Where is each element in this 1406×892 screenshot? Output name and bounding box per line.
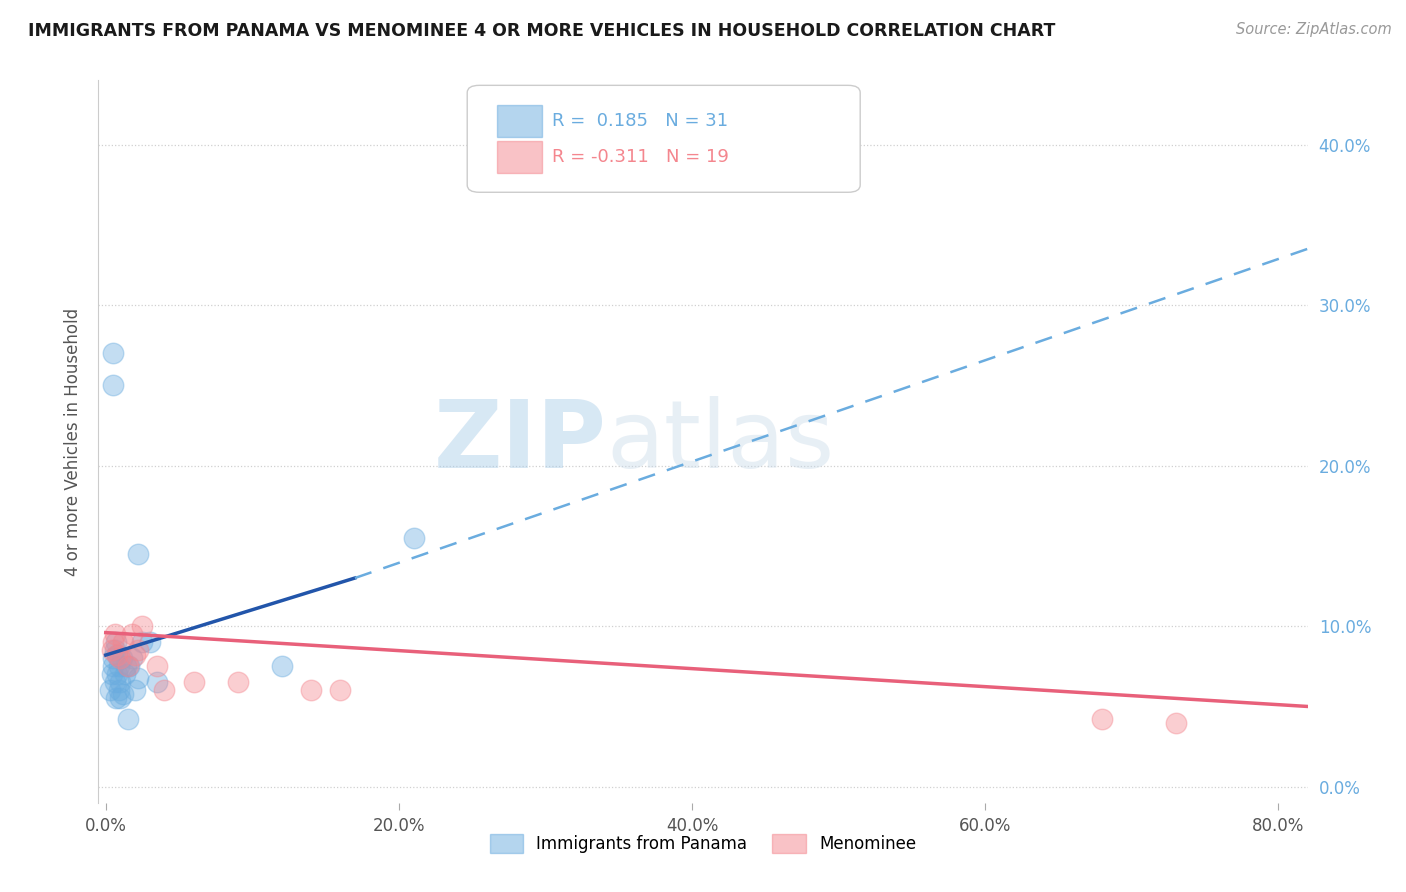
Text: R = -0.311   N = 19: R = -0.311 N = 19 bbox=[551, 148, 728, 166]
Point bbox=[299, 683, 322, 698]
Point bbox=[127, 671, 149, 685]
Point bbox=[107, 667, 129, 681]
Point bbox=[107, 648, 129, 662]
Text: Source: ZipAtlas.com: Source: ZipAtlas.com bbox=[1236, 22, 1392, 37]
Point bbox=[117, 659, 139, 673]
Y-axis label: 4 or more Vehicles in Household: 4 or more Vehicles in Household bbox=[63, 308, 82, 575]
Point bbox=[110, 675, 132, 690]
FancyBboxPatch shape bbox=[498, 105, 543, 136]
Point bbox=[146, 675, 169, 690]
Point bbox=[153, 683, 176, 698]
Point bbox=[111, 651, 134, 665]
Point bbox=[127, 547, 149, 561]
Point bbox=[101, 346, 124, 360]
Point bbox=[115, 659, 138, 673]
Point bbox=[329, 683, 352, 698]
Point bbox=[103, 675, 125, 690]
Point bbox=[105, 635, 128, 649]
Point bbox=[118, 659, 141, 673]
Text: IMMIGRANTS FROM PANAMA VS MENOMINEE 4 OR MORE VEHICLES IN HOUSEHOLD CORRELATION : IMMIGRANTS FROM PANAMA VS MENOMINEE 4 OR… bbox=[28, 22, 1056, 40]
Point bbox=[124, 648, 146, 662]
Point bbox=[114, 667, 136, 681]
Legend: Immigrants from Panama, Menominee: Immigrants from Panama, Menominee bbox=[484, 827, 922, 860]
Point bbox=[124, 683, 146, 698]
Point bbox=[131, 619, 153, 633]
Point bbox=[108, 659, 131, 673]
Point bbox=[226, 675, 249, 690]
Point bbox=[110, 691, 132, 706]
Point bbox=[270, 659, 292, 673]
FancyBboxPatch shape bbox=[467, 86, 860, 193]
Point bbox=[103, 627, 125, 641]
Point bbox=[183, 675, 205, 690]
Point bbox=[110, 651, 132, 665]
Point bbox=[112, 635, 135, 649]
Point bbox=[101, 659, 124, 673]
Point bbox=[101, 378, 124, 392]
Point bbox=[112, 687, 135, 701]
Point bbox=[402, 531, 425, 545]
Point bbox=[101, 651, 124, 665]
Point bbox=[138, 635, 160, 649]
Point bbox=[117, 712, 139, 726]
Text: R =  0.185   N = 31: R = 0.185 N = 31 bbox=[551, 112, 728, 129]
Point bbox=[105, 691, 128, 706]
Point bbox=[100, 667, 122, 681]
Point bbox=[107, 648, 129, 662]
Point bbox=[1091, 712, 1114, 726]
Point bbox=[127, 643, 149, 657]
Point bbox=[101, 635, 124, 649]
Point bbox=[1164, 715, 1187, 730]
Text: atlas: atlas bbox=[606, 395, 835, 488]
Point bbox=[121, 651, 143, 665]
Point bbox=[103, 643, 125, 657]
Point bbox=[146, 659, 169, 673]
Point bbox=[98, 683, 121, 698]
Point bbox=[108, 683, 131, 698]
Point bbox=[121, 627, 143, 641]
Point bbox=[131, 635, 153, 649]
Point bbox=[100, 643, 122, 657]
Text: ZIP: ZIP bbox=[433, 395, 606, 488]
FancyBboxPatch shape bbox=[498, 141, 543, 173]
